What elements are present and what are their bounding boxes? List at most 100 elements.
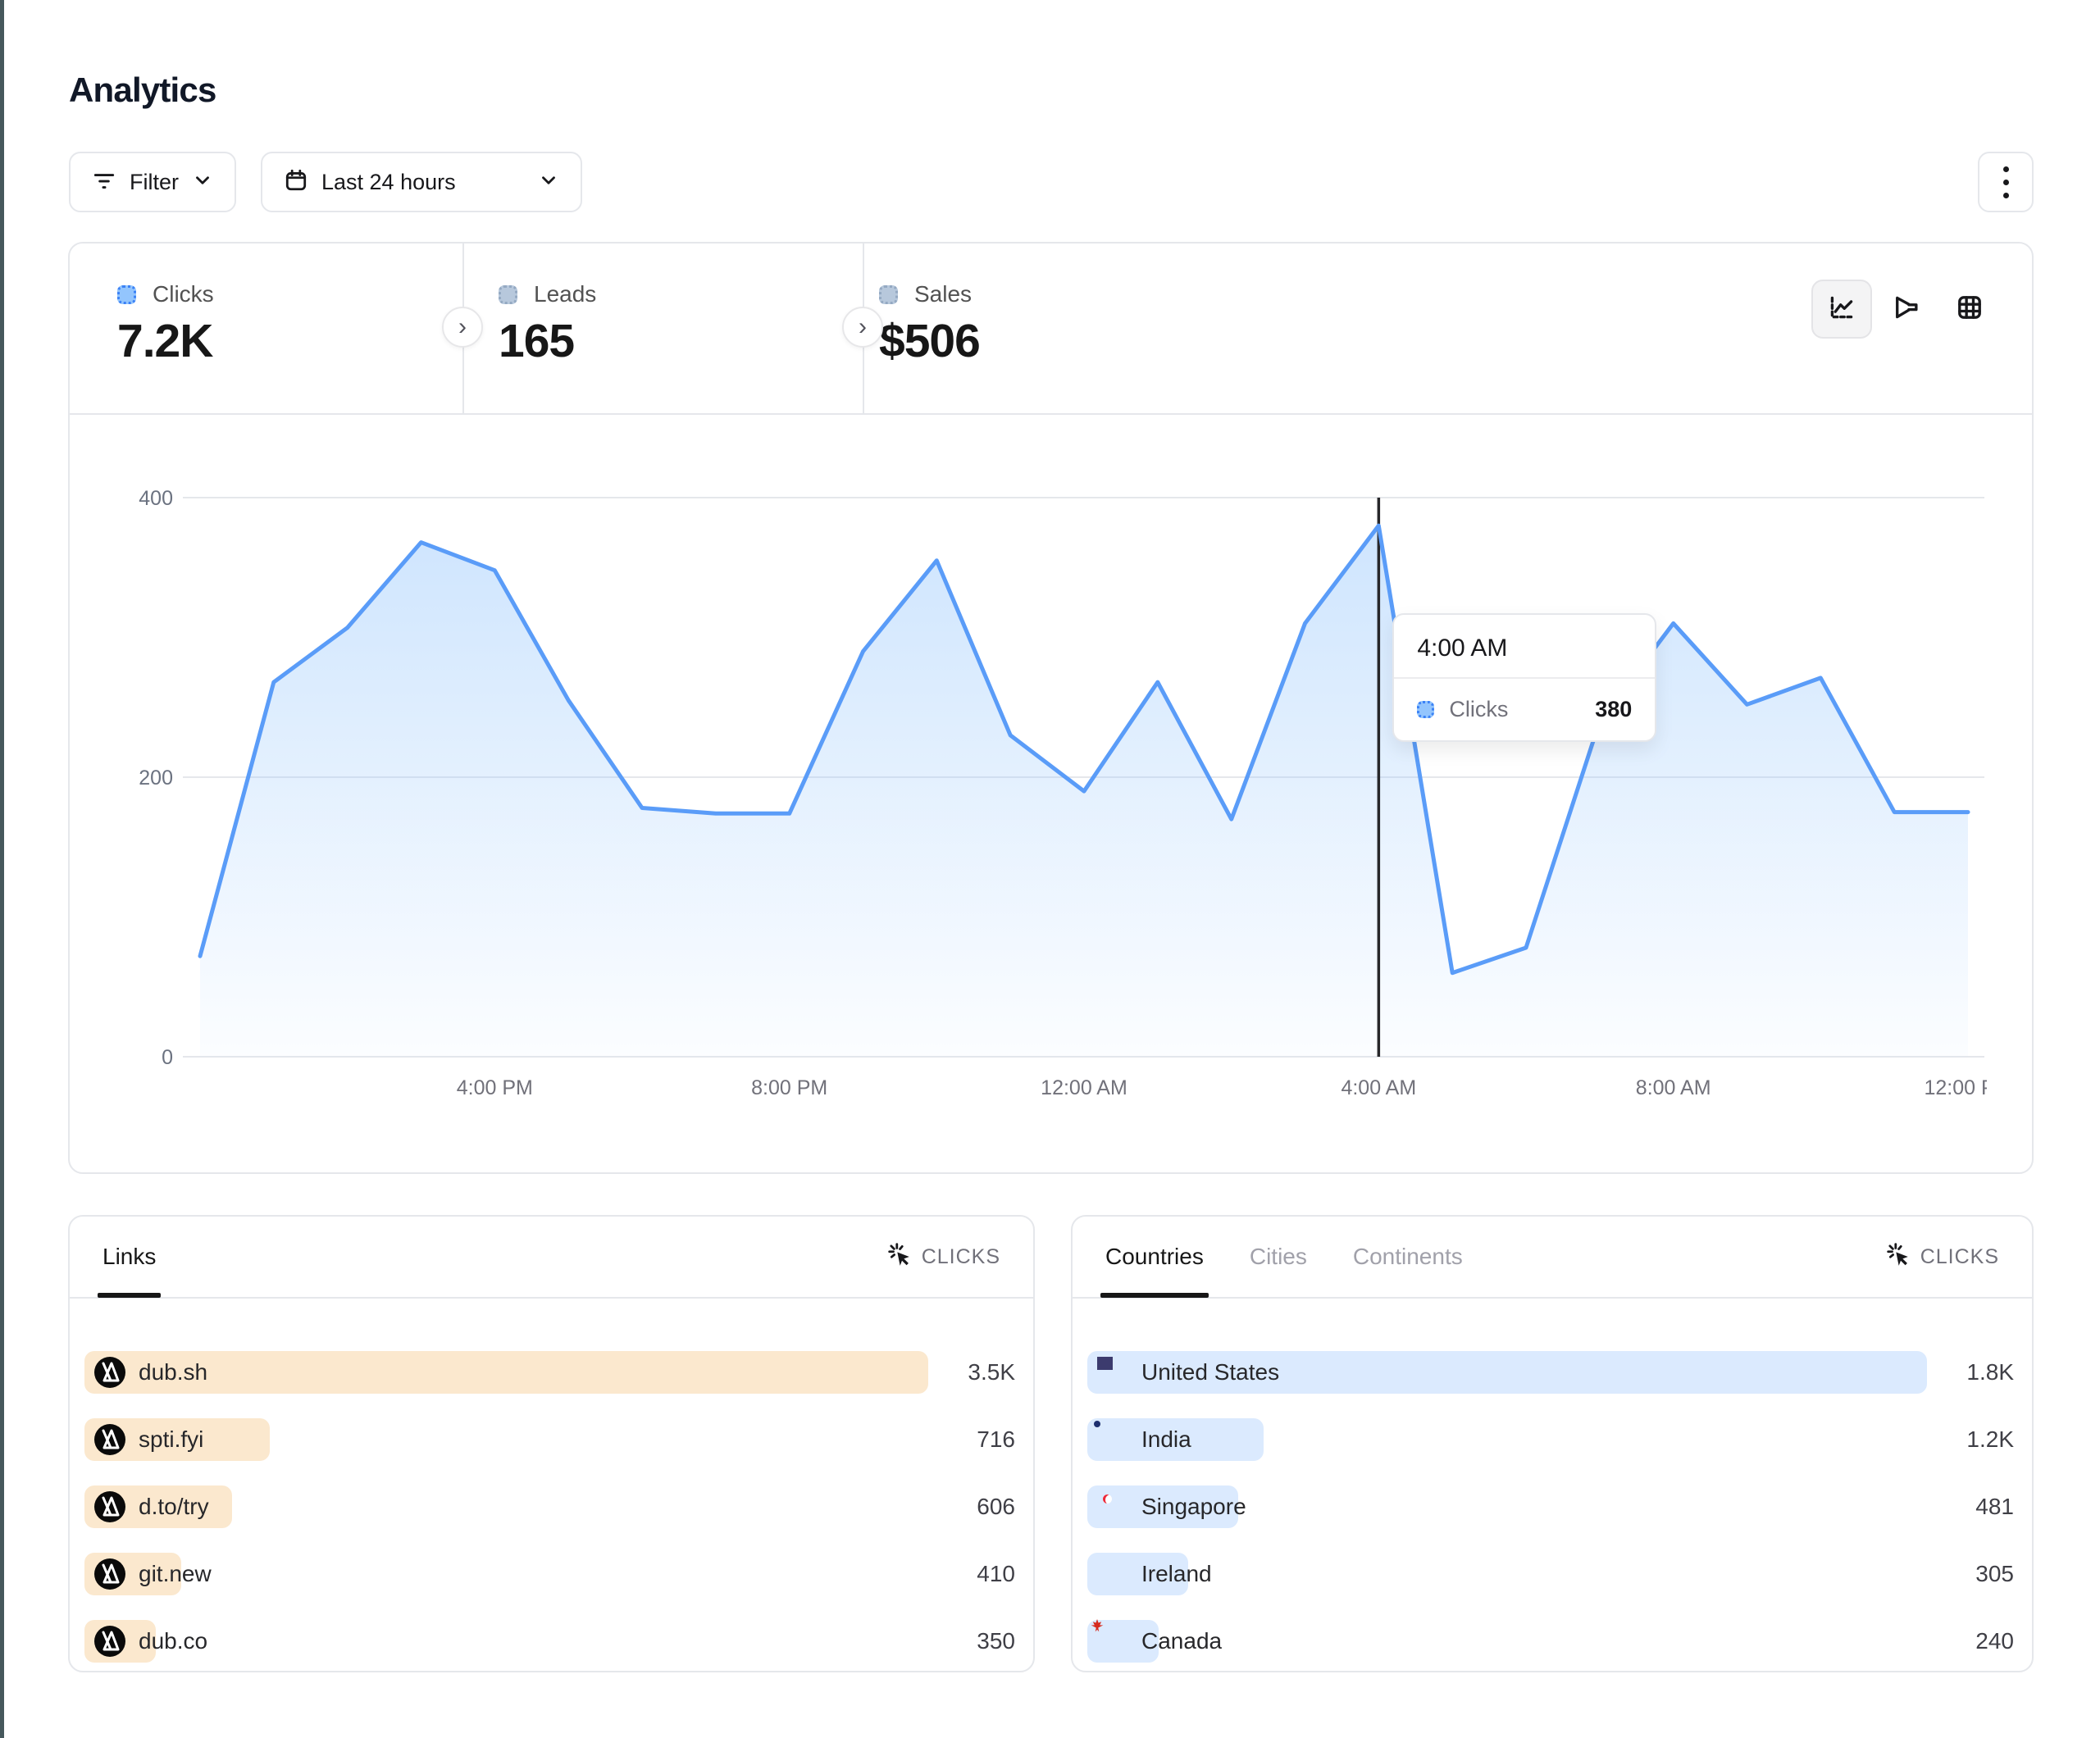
kebab-icon <box>2002 166 2009 172</box>
tab-links[interactable]: Links <box>97 1244 162 1298</box>
cursor-click-icon <box>1886 1242 1911 1272</box>
table-view-button[interactable] <box>1939 280 2000 339</box>
left-edge-strip <box>0 0 4 1738</box>
funnel-view-button[interactable] <box>1875 280 1936 339</box>
cursor-click-icon <box>887 1242 912 1272</box>
page-title: Analytics <box>69 71 216 109</box>
tooltip-clicks-swatch <box>1417 701 1435 718</box>
link-row[interactable]: git.new 410 <box>84 1553 1018 1595</box>
y-axis-tick: 200 <box>139 767 173 789</box>
countries-panel: Countries Cities Continents CLICKS Unite… <box>1071 1215 2034 1672</box>
sales-value: $506 <box>879 315 981 367</box>
link-row[interactable]: spti.fyi 716 <box>84 1418 1018 1461</box>
clicks-value: 7.2K <box>117 315 213 367</box>
x-axis-tick: 4:00 PM <box>457 1076 533 1099</box>
country-label: India <box>1141 1426 1191 1452</box>
country-label: Singapore <box>1141 1494 1246 1519</box>
x-axis-tick: 8:00 PM <box>751 1076 827 1099</box>
tooltip-time: 4:00 AM <box>1394 615 1656 679</box>
countries-metric-header[interactable]: CLICKS <box>1886 1242 1999 1272</box>
more-options-button[interactable] <box>1978 152 2034 212</box>
link-row[interactable]: dub.co 350 <box>84 1620 1018 1663</box>
link-row[interactable]: d.to/try 606 <box>84 1485 1018 1528</box>
expand-leads-button[interactable]: › <box>442 307 483 348</box>
tab-cities[interactable]: Cities <box>1249 1244 1307 1269</box>
clicks-area-chart[interactable]: 0 200 400 4:00 PM 8:00 PM 12:00 AM 4:00 AM 8:00… <box>68 443 1987 1107</box>
country-bar <box>1087 1351 1927 1394</box>
link-label: dub.sh <box>139 1359 208 1385</box>
links-panel-header: Links CLICKS <box>70 1217 1033 1299</box>
dub-logo-icon <box>94 1491 125 1522</box>
chevron-down-icon <box>192 170 213 195</box>
filter-icon <box>92 168 116 197</box>
country-row[interactable]: United States 1.8K <box>1087 1351 2017 1394</box>
link-label: git.new <box>139 1561 212 1586</box>
date-range-button[interactable]: Last 24 hours <box>261 152 582 212</box>
country-label: United States <box>1141 1359 1280 1385</box>
x-axis-tick: 12:00 AM <box>1041 1076 1127 1099</box>
tooltip-series-label: Clicks <box>1449 697 1509 721</box>
leads-value: 165 <box>499 315 575 367</box>
country-row[interactable]: Ireland 305 <box>1087 1553 2017 1595</box>
clicks-tab-label: Clicks <box>153 281 214 307</box>
country-clicks: 1.8K <box>1966 1359 2014 1385</box>
line-chart-view-button[interactable] <box>1811 280 1872 339</box>
stats-tabs-header: Clicks 7.2K Leads 165 Sales $506 › › <box>70 243 2032 415</box>
links-rows: dub.sh 3.5K spti.fyi 716 d.to/try 606 gi… <box>84 1351 1018 1687</box>
filter-button[interactable]: Filter <box>69 152 236 212</box>
country-label: Canada <box>1141 1628 1223 1654</box>
link-clicks: 3.5K <box>968 1359 1015 1385</box>
leads-legend-swatch <box>499 284 517 304</box>
chevron-down-icon <box>538 170 559 195</box>
leads-tab-label: Leads <box>534 281 597 307</box>
link-label: dub.co <box>139 1628 208 1654</box>
line-chart-icon <box>1827 293 1856 326</box>
countries-panel-header: Countries Cities Continents CLICKS <box>1073 1217 2032 1299</box>
tooltip-value: 380 <box>1595 697 1633 721</box>
country-bar <box>1087 1418 1264 1461</box>
y-axis-tick: 0 <box>162 1046 173 1069</box>
link-label: d.to/try <box>139 1494 209 1519</box>
tab-countries[interactable]: Countries <box>1100 1244 1209 1298</box>
link-label: spti.fyi <box>139 1426 204 1452</box>
country-bar <box>1087 1485 1239 1528</box>
x-axis-tick: 12:00 PM <box>1924 1076 1987 1099</box>
link-bar <box>84 1351 928 1394</box>
country-label: Ireland <box>1141 1561 1212 1586</box>
link-clicks: 410 <box>977 1561 1015 1586</box>
country-clicks: 481 <box>1975 1494 2014 1519</box>
dub-logo-icon <box>94 1626 125 1657</box>
dub-logo-icon <box>94 1424 125 1455</box>
country-clicks: 240 <box>1975 1628 2014 1654</box>
x-axis-tick: 4:00 AM <box>1341 1076 1416 1099</box>
date-range-label: Last 24 hours <box>321 169 456 194</box>
country-row[interactable]: India 1.2K <box>1087 1418 2017 1461</box>
expand-sales-button[interactable]: › <box>842 307 883 348</box>
link-row[interactable]: dub.sh 3.5K <box>84 1351 1018 1394</box>
links-metric-header[interactable]: CLICKS <box>887 1242 1000 1272</box>
countries-rows: United States 1.8K India 1.2K Singapore … <box>1087 1351 2017 1687</box>
country-clicks: 305 <box>1975 1561 2014 1586</box>
link-clicks: 606 <box>977 1494 1015 1519</box>
link-clicks: 350 <box>977 1628 1015 1654</box>
clicks-legend-swatch <box>117 284 136 304</box>
dub-logo-icon <box>94 1357 125 1388</box>
x-axis-tick: 8:00 AM <box>1636 1076 1711 1099</box>
country-row[interactable]: Singapore 481 <box>1087 1485 2017 1528</box>
sales-legend-swatch <box>879 284 898 304</box>
country-bar <box>1087 1553 1188 1595</box>
links-panel: Links CLICKS dub.sh 3.5K spti.fyi 716 <box>68 1215 1035 1672</box>
dub-logo-icon <box>94 1558 125 1590</box>
country-clicks: 1.2K <box>1966 1426 2014 1452</box>
grid-icon <box>1955 293 1984 326</box>
tab-continents[interactable]: Continents <box>1352 1244 1463 1269</box>
filter-button-label: Filter <box>130 169 179 194</box>
country-row[interactable]: Canada 240 <box>1087 1620 2017 1663</box>
sales-tab-label: Sales <box>914 281 973 307</box>
y-axis-tick: 400 <box>139 487 173 510</box>
funnel-icon <box>1891 293 1920 326</box>
chart-tooltip: 4:00 AM Clicks 380 <box>1392 613 1657 742</box>
link-clicks: 716 <box>977 1426 1015 1452</box>
calendar-icon <box>284 168 308 197</box>
